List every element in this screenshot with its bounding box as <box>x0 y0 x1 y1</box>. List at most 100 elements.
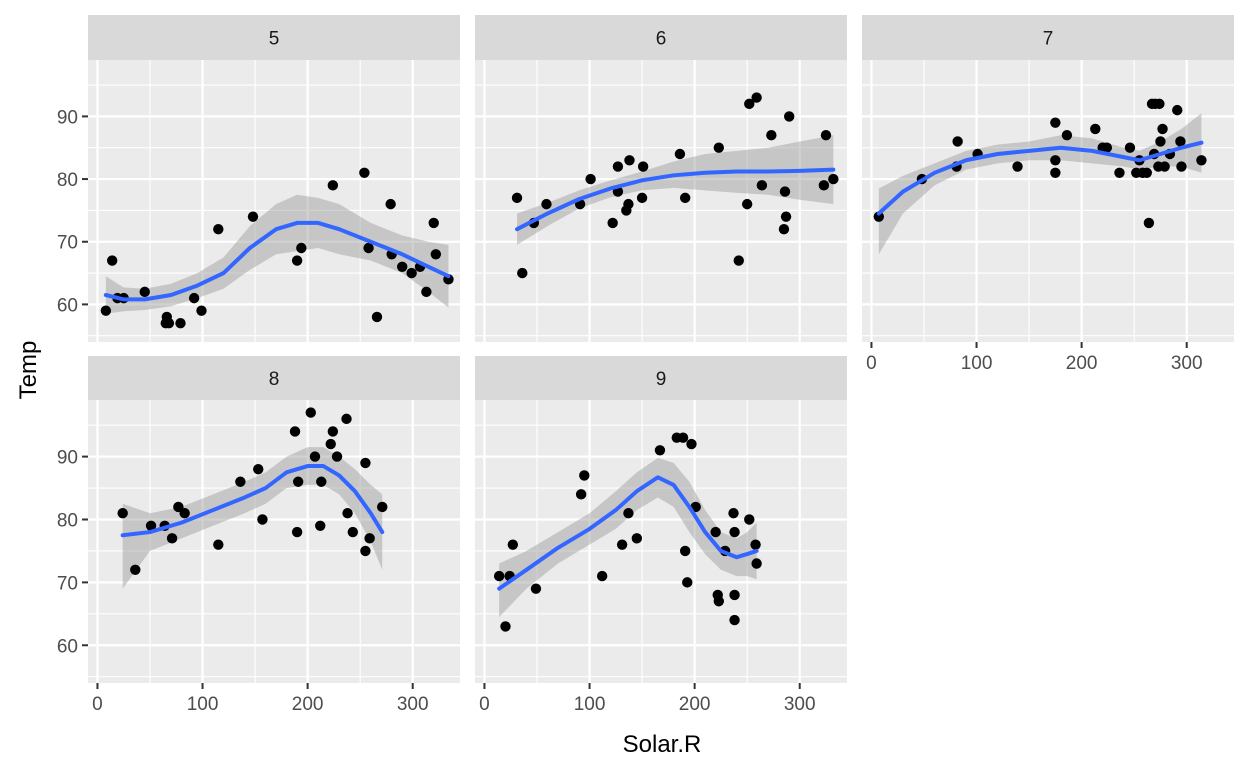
data-point <box>363 242 374 254</box>
data-point <box>315 520 326 531</box>
x-tick-label: 300 <box>784 694 816 715</box>
data-point <box>607 217 618 229</box>
data-point <box>784 111 795 122</box>
data-point <box>744 514 755 525</box>
gridlines <box>475 400 847 683</box>
data-point <box>1050 155 1061 166</box>
panel-background <box>475 400 847 683</box>
data-point <box>247 211 259 222</box>
data-point <box>1012 161 1023 172</box>
data-point <box>1154 98 1165 110</box>
x-tick-label: 300 <box>1171 353 1203 374</box>
data-point <box>728 508 739 519</box>
confidence-band <box>878 113 1202 255</box>
facet-strip <box>88 356 460 400</box>
facet-strip-label: 8 <box>269 369 280 390</box>
data-point <box>623 508 634 519</box>
data-point <box>1101 142 1113 153</box>
smooth-line <box>497 475 759 591</box>
x-tick-label: 200 <box>1066 353 1098 374</box>
data-point <box>624 155 635 166</box>
data-point <box>421 286 432 298</box>
data-point <box>744 98 755 110</box>
y-tick-label: 80 <box>57 170 78 191</box>
data-point <box>341 413 352 425</box>
data-point <box>530 583 542 594</box>
facet-panel-8: 8 60 70 80 90 0 100 200 300 <box>57 356 460 715</box>
data-point <box>166 533 178 544</box>
data-point <box>500 621 511 632</box>
facet-strip <box>475 15 847 60</box>
data-point <box>316 476 327 487</box>
data-point <box>377 501 388 513</box>
facet-strip-label: 5 <box>269 29 280 50</box>
data-point <box>818 180 830 191</box>
data-point <box>1050 167 1061 178</box>
y-tick-label: 80 <box>57 510 78 531</box>
facet-strip-label: 7 <box>1043 29 1054 50</box>
x-tick-label: 200 <box>679 694 711 715</box>
smooth-line <box>515 167 836 232</box>
data-point <box>100 305 112 316</box>
data-point <box>751 558 762 569</box>
data-point <box>741 198 753 210</box>
data-point <box>163 318 175 329</box>
x-tick-label: 0 <box>866 353 877 374</box>
smooth-line <box>876 140 1204 216</box>
data-point <box>213 539 224 550</box>
x-tick-label: 100 <box>574 694 606 715</box>
data-point <box>779 186 791 197</box>
data-point <box>1050 117 1061 128</box>
data-point <box>713 596 724 607</box>
facet-panel-9: 9 0 100 200 300 <box>475 356 847 715</box>
data-point <box>139 286 150 298</box>
data-point <box>820 130 832 141</box>
data-point <box>296 242 307 254</box>
facet-panel-6: 6 <box>475 15 847 342</box>
data-point <box>196 305 207 316</box>
data-point <box>371 311 383 323</box>
data-point <box>778 224 790 235</box>
data-point <box>585 173 596 185</box>
data-point <box>291 255 303 266</box>
data-point <box>305 407 316 418</box>
data-point <box>1143 217 1155 229</box>
x-tick-label: 200 <box>292 694 324 715</box>
data-point <box>145 520 157 531</box>
data-point <box>686 438 697 450</box>
data-point <box>385 198 396 210</box>
data-point <box>575 489 587 500</box>
x-tick-label: 0 <box>92 694 103 715</box>
facet-strip-label: 9 <box>656 369 667 390</box>
data-point <box>677 432 689 443</box>
data-point <box>106 255 118 266</box>
y-tick-label: 70 <box>57 233 78 254</box>
data-point <box>347 526 359 538</box>
confidence-band <box>517 135 834 245</box>
data-point <box>751 92 762 103</box>
confidence-band <box>105 194 449 314</box>
data-point <box>1159 161 1170 172</box>
data-point <box>1061 130 1073 141</box>
data-point <box>213 224 224 235</box>
data-point <box>428 217 439 229</box>
data-point <box>406 267 417 279</box>
data-point <box>289 426 301 437</box>
data-point <box>309 451 321 462</box>
data-point <box>1141 167 1152 178</box>
data-point <box>828 173 839 185</box>
data-point <box>623 198 634 210</box>
y-tick-label: 70 <box>57 573 78 594</box>
data-point <box>257 514 268 525</box>
data-point <box>511 192 523 204</box>
x-tick-label: 100 <box>961 353 993 374</box>
data-point <box>175 318 186 329</box>
data-point <box>325 438 336 450</box>
data-point <box>729 614 740 626</box>
data-point <box>235 476 246 487</box>
data-point <box>493 570 505 582</box>
y-tick-label: 60 <box>57 295 78 316</box>
y-tick-label: 90 <box>57 448 78 469</box>
